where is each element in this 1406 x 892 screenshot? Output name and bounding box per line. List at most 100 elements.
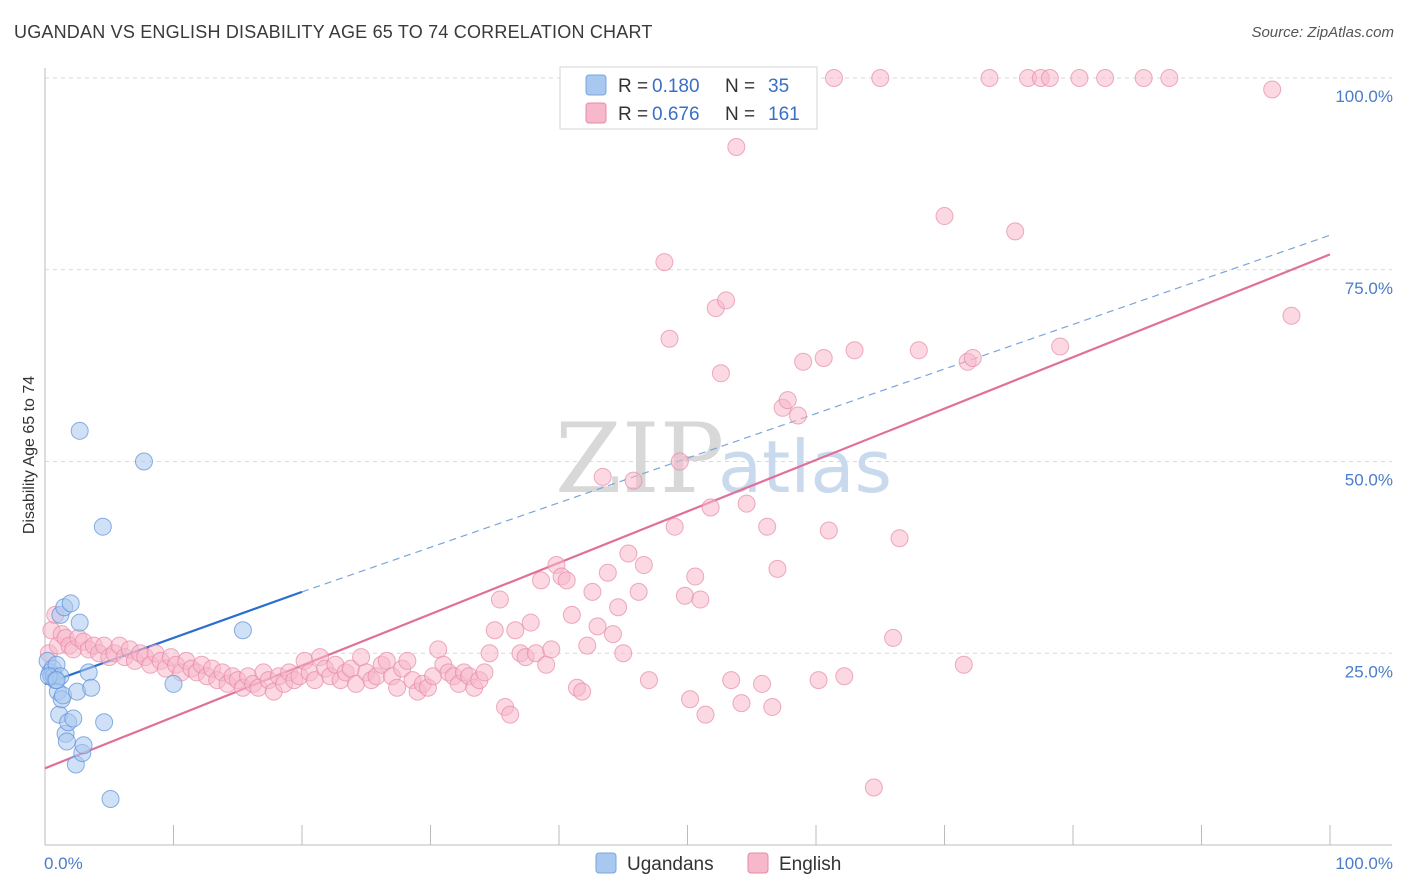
point-english (814, 348, 833, 367)
point-english (1134, 69, 1153, 87)
data-points (38, 69, 1301, 808)
point-english (835, 667, 854, 686)
point-english (583, 582, 602, 601)
point-english (794, 352, 813, 371)
point-english (655, 253, 674, 272)
point-english (809, 671, 828, 690)
legend-swatch (585, 74, 607, 96)
point-ugandans (61, 594, 80, 613)
y-tick-label: 100.0% (1335, 87, 1393, 106)
point-english (963, 348, 982, 367)
point-english (753, 674, 772, 693)
point-english (701, 498, 720, 517)
point-english (670, 452, 689, 471)
point-english (763, 697, 782, 716)
point-ugandans (70, 421, 89, 440)
point-english (609, 598, 628, 617)
point-english (629, 582, 648, 601)
point-english (717, 291, 736, 310)
point-english (737, 494, 756, 513)
point-english (1160, 69, 1179, 87)
x-tick-label: 0.0% (44, 854, 83, 873)
point-english (675, 586, 694, 605)
bottom-legend-swatch (747, 852, 769, 874)
x-tick-labels: 0.0% 100.0% (44, 854, 1393, 873)
point-ugandans (74, 736, 93, 755)
point-english (935, 207, 954, 226)
point-english (532, 571, 551, 590)
point-english (562, 605, 581, 624)
point-english (388, 678, 407, 697)
legend: R = 0.180 N = 35 R = 0.676 N = 161 (559, 66, 818, 130)
point-english (352, 648, 371, 667)
point-english (727, 138, 746, 157)
point-ugandans (64, 709, 83, 728)
legend-n-label: N = (725, 76, 755, 97)
legend-n-label: N = (725, 104, 755, 125)
point-english (619, 544, 638, 563)
source-label: Source: ZipAtlas.com (1251, 24, 1394, 41)
point-english (639, 671, 658, 690)
watermark-zip: ZIP (555, 403, 724, 515)
point-english (603, 625, 622, 644)
point-english (686, 567, 705, 586)
point-english (768, 559, 787, 578)
point-english (980, 69, 999, 87)
point-english (578, 636, 597, 655)
point-english (1040, 69, 1059, 87)
point-ugandans (93, 517, 112, 536)
point-english (634, 556, 653, 575)
grid-lines (45, 77, 1392, 654)
y-tick-label: 75.0% (1345, 279, 1393, 298)
point-english (691, 590, 710, 609)
bottom-legend-label: English (779, 854, 841, 875)
point-english (377, 651, 396, 670)
point-english (819, 521, 838, 540)
point-ugandans (134, 452, 153, 471)
point-english (429, 640, 448, 659)
point-english (588, 617, 607, 636)
point-ugandans (47, 671, 66, 690)
y-tick-label: 25.0% (1345, 662, 1393, 681)
point-ugandans (70, 613, 89, 632)
point-english (758, 517, 777, 536)
point-english (614, 644, 633, 663)
point-english (824, 69, 843, 87)
point-english (537, 655, 556, 674)
legend-r-label: R = (618, 76, 648, 97)
point-english (732, 694, 751, 713)
point-english (1070, 69, 1089, 87)
point-english (624, 471, 643, 490)
axes (44, 68, 1392, 846)
point-english (660, 329, 679, 348)
point-english (954, 655, 973, 674)
point-english (480, 644, 499, 663)
point-english (845, 341, 864, 360)
point-english (1006, 222, 1025, 241)
point-english (557, 571, 576, 590)
point-english (485, 621, 504, 640)
point-english (1051, 337, 1070, 356)
point-english (521, 613, 540, 632)
point-english (1096, 69, 1115, 87)
point-ugandans (164, 674, 183, 693)
point-english (475, 663, 494, 682)
legend-n-value: 35 (768, 76, 789, 97)
bottom-legend-swatch (595, 852, 617, 874)
point-ugandans (95, 713, 114, 732)
point-english (490, 590, 509, 609)
point-english (909, 341, 928, 360)
legend-r-value: 0.676 (652, 104, 700, 125)
point-english (398, 651, 417, 670)
point-english (593, 467, 612, 486)
point-ugandans (101, 789, 120, 808)
watermark: ZIP atlas (555, 403, 892, 515)
trend-line-ugandans-projection (301, 234, 1331, 593)
chart-title: UGANDAN VS ENGLISH DISABILITY AGE 65 TO … (14, 22, 653, 42)
point-english (1282, 306, 1301, 325)
point-ugandans (57, 732, 76, 751)
bottom-legend: Ugandans English (595, 852, 841, 875)
point-english (573, 682, 592, 701)
point-english (871, 69, 890, 87)
